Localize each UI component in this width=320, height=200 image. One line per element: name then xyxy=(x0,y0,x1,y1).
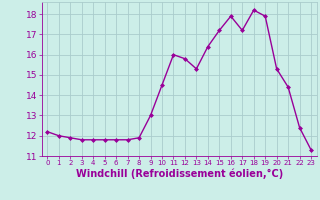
X-axis label: Windchill (Refroidissement éolien,°C): Windchill (Refroidissement éolien,°C) xyxy=(76,169,283,179)
